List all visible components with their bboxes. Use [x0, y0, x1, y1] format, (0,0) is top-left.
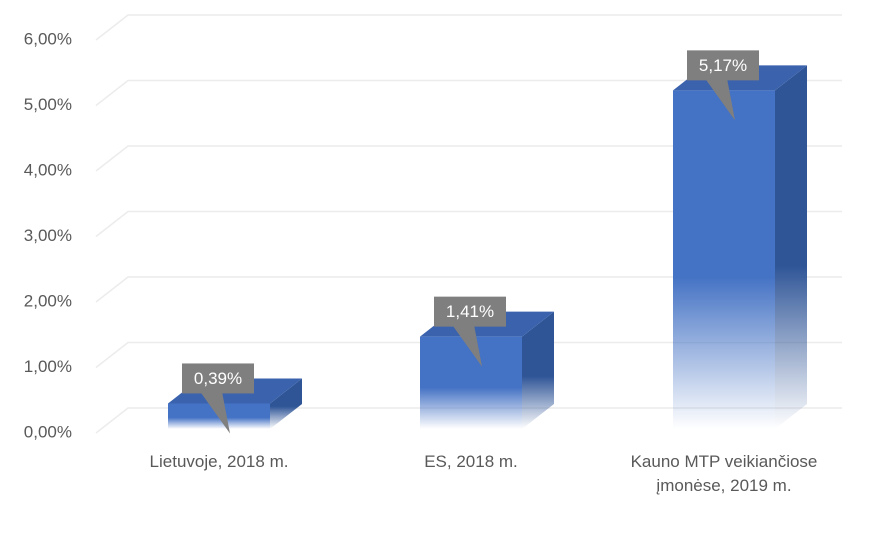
- grid-line: [95, 341, 842, 369]
- label-pointer: [200, 391, 230, 434]
- grid-line: [95, 210, 842, 238]
- bar: [420, 311, 554, 429]
- label-box: [434, 296, 506, 327]
- label-box: [182, 363, 254, 394]
- grid-line: [95, 407, 842, 434]
- grid-line: [95, 145, 842, 172]
- grid-line: [95, 79, 842, 107]
- y-tick-label: 5,00%: [24, 95, 72, 114]
- y-tick-label: 1,00%: [24, 357, 72, 376]
- bar-front: [420, 336, 522, 429]
- bar-side: [775, 65, 807, 430]
- x-tick-label: ES, 2018 m.: [424, 452, 518, 471]
- bar-front: [673, 90, 775, 430]
- label-pointer: [705, 78, 735, 121]
- y-tick-label: 2,00%: [24, 291, 72, 310]
- grid-line: [95, 14, 842, 41]
- bar-side: [522, 311, 554, 429]
- grid-line: [95, 276, 842, 303]
- y-tick-label: 6,00%: [24, 29, 72, 48]
- data-label: 1,41%: [446, 302, 494, 321]
- y-tick-label: 0,00%: [24, 422, 72, 441]
- label-pointer: [452, 324, 482, 367]
- data-label: 5,17%: [699, 56, 747, 75]
- x-tick-label: Lietuvoje, 2018 m.: [149, 452, 289, 471]
- y-tick-label: 3,00%: [24, 226, 72, 245]
- y-tick-label: 4,00%: [24, 160, 72, 179]
- label-box: [687, 50, 759, 81]
- bar: [673, 65, 807, 430]
- data-label: 0,39%: [194, 369, 242, 388]
- x-tick-label: Kauno MTP veikiančiose įmonėse, 2019 m.: [630, 452, 818, 495]
- bar-side: [270, 378, 302, 429]
